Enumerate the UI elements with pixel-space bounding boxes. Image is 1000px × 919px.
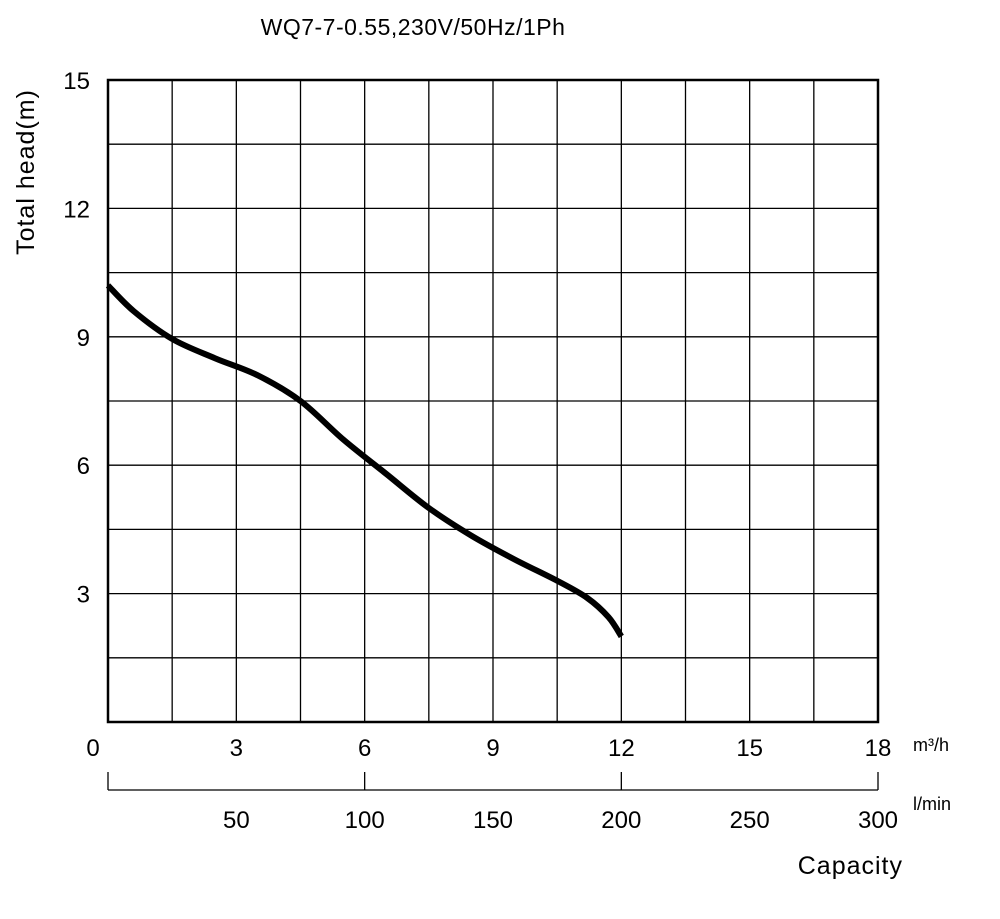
y-tick-label: 3 [77,582,90,609]
x-tick-label-lmin: 200 [601,807,641,834]
x-tick-label-m3h: 6 [358,735,371,762]
x-tick-label-lmin: 50 [223,807,250,834]
plot-frame [106,78,880,724]
series-line [105,283,624,639]
performance-curve [105,283,624,639]
plot-border [106,78,880,724]
x-tick-label-m3h: 15 [736,735,763,762]
x-tick-labels-m3h: 0 3 6 9 12 15 18 [86,735,891,762]
y-tick-labels: 15 12 9 6 3 [63,68,90,609]
x-tick-label-lmin: 100 [345,807,385,834]
y-axis-label: Total head(m) [12,89,40,255]
x-tick-label-m3h: 9 [486,735,499,762]
x-tick-label-m3h: 18 [865,735,892,762]
x-tick-label-m3h: 0 [86,735,99,762]
x-tick-label-lmin: 250 [730,807,770,834]
y-tick-label: 15 [63,68,90,95]
x-axis-label: Capacity [798,852,903,880]
x-tick-label-lmin: 150 [473,807,513,834]
grid [108,80,878,722]
chart-title: WQ7-7-0.55,230V/50Hz/1Ph [261,14,566,40]
y-tick-label: 9 [77,325,90,352]
x-tick-labels-lmin: 50 100 150 200 250 300 [223,807,898,834]
secondary-x-axis [107,772,879,791]
x-unit-lmin: l/min [913,794,951,814]
y-tick-label: 6 [77,453,90,480]
x-tick-label-m3h: 3 [230,735,243,762]
x-unit-m3h: m³/h [913,735,949,755]
x-tick-label-m3h: 12 [608,735,635,762]
x-tick-label-lmin: 300 [858,807,898,834]
y-tick-label: 12 [63,196,90,223]
